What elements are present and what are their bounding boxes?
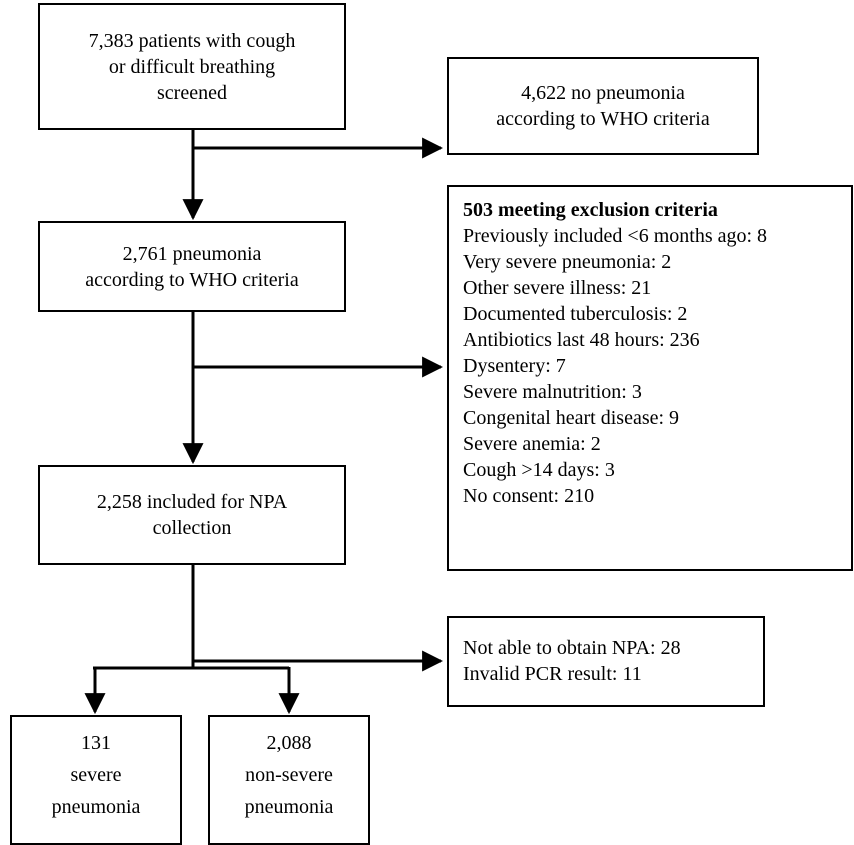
- pneumonia-line: 2,761 pneumonia: [122, 242, 262, 265]
- pneumonia-box: 2,761 pneumonia according to WHO criteri…: [38, 221, 346, 312]
- exclusion-item: No consent: 210: [463, 485, 595, 507]
- exclusion-title: 503 meeting exclusion criteria: [463, 199, 718, 221]
- severe-line: severe: [70, 764, 122, 786]
- exclusion-box: 503 meeting exclusion criteria Previousl…: [447, 185, 853, 571]
- no-pneumonia-line: according to WHO criteria: [496, 108, 710, 130]
- exclusion-item: Antibiotics last 48 hours: 236: [463, 329, 700, 351]
- included-box: 2,258 included for NPA collection: [38, 465, 346, 565]
- exclusion-item: Cough >14 days: 3: [463, 459, 615, 481]
- exclusion-item: Severe malnutrition: 3: [463, 381, 642, 403]
- non-severe-box: 2,088 non-severe pneumonia: [208, 715, 370, 845]
- no-pneumonia-line: 4,622 no pneumonia: [521, 82, 685, 104]
- exclusion-item: Dysentery: 7: [463, 355, 566, 377]
- exclusion-item: Congenital heart disease: 9: [463, 407, 680, 429]
- severe-line: pneumonia: [51, 796, 141, 818]
- exclusion-item: Very severe pneumonia: 2: [463, 251, 672, 273]
- severe-box: 131 severe pneumonia: [10, 715, 182, 845]
- not-obtained-line: Invalid PCR result: 11: [463, 663, 642, 685]
- severe-line: 131: [81, 732, 111, 754]
- non-severe-line: non-severe: [245, 764, 333, 786]
- exclusion-item: Previously included <6 months ago: 8: [463, 225, 768, 247]
- exclusion-item: Severe anemia: 2: [463, 433, 601, 455]
- screened-line: screened: [157, 81, 227, 104]
- not-obtained-box: Not able to obtain NPA: 28 Invalid PCR r…: [447, 616, 765, 707]
- included-line: collection: [152, 517, 232, 539]
- exclusion-item: Other severe illness: 21: [463, 277, 652, 299]
- not-obtained-line: Not able to obtain NPA: 28: [463, 637, 681, 659]
- no-pneumonia-box: 4,622 no pneumonia according to WHO crit…: [447, 57, 759, 155]
- screened-line: 7,383 patients with cough: [88, 29, 296, 52]
- screened-line: or difficult breathing: [108, 55, 276, 78]
- pneumonia-line: according to WHO criteria: [85, 268, 299, 291]
- exclusion-item: Documented tuberculosis: 2: [463, 303, 688, 325]
- included-line: 2,258 included for NPA: [96, 491, 288, 513]
- non-severe-line: 2,088: [266, 732, 312, 754]
- screened-box: 7,383 patients with cough or difficult b…: [38, 3, 346, 130]
- non-severe-line: pneumonia: [244, 796, 334, 818]
